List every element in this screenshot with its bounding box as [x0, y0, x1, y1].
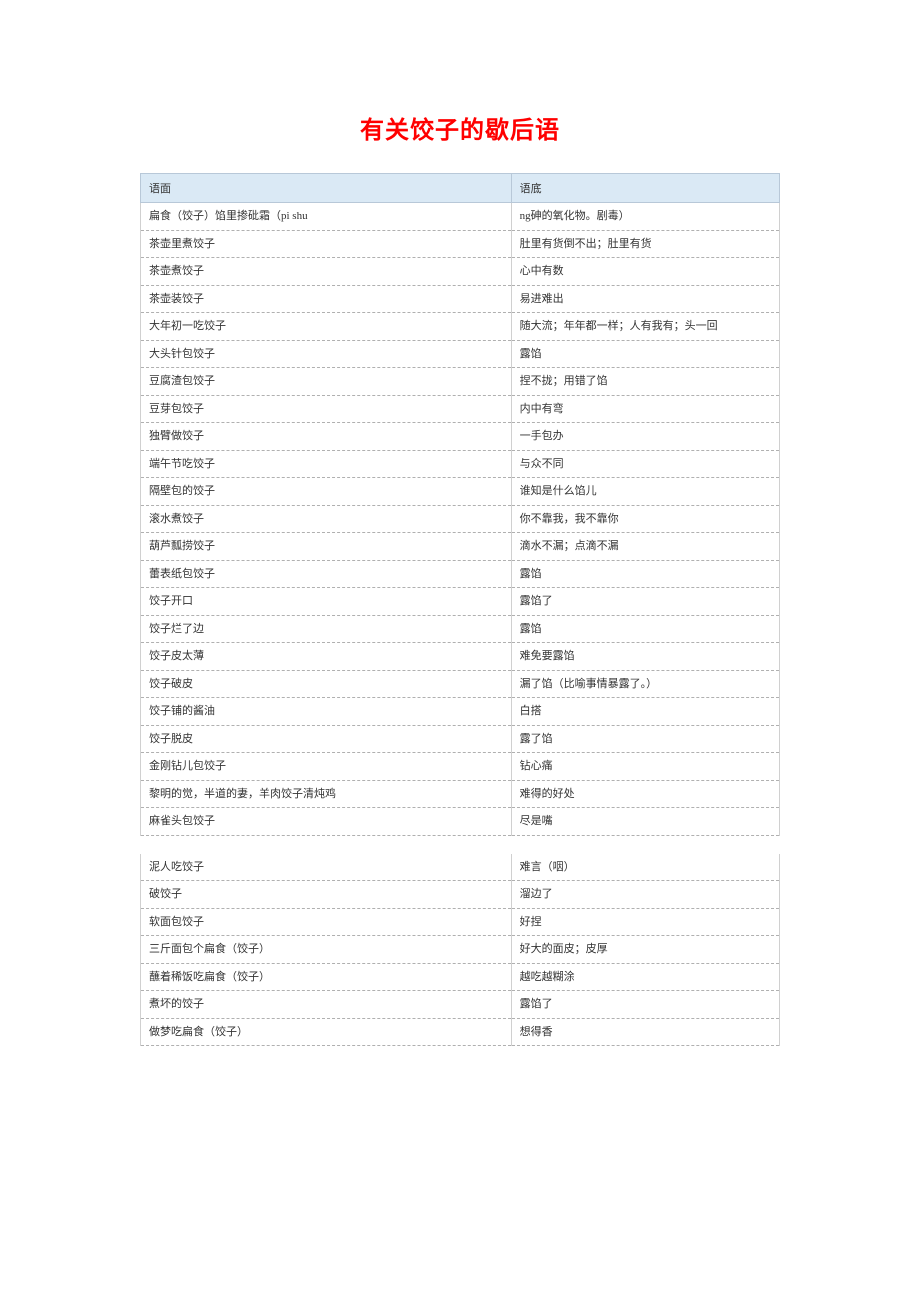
- cell-yudi: 露馅了: [511, 991, 779, 1019]
- page-container: 有关饺子的歇后语 语面 语底 扁食（饺子）馅里掺砒霜（pi shung砷的氧化物…: [0, 0, 920, 1046]
- table-row: 大头针包饺子露馅: [141, 340, 780, 368]
- cell-yudi: 谁知是什么馅儿: [511, 478, 779, 506]
- cell-yumian: 饺子破皮: [141, 670, 512, 698]
- cell-yumian: 做梦吃扁食（饺子）: [141, 1018, 512, 1046]
- cell-yudi: 尽是嘴: [511, 808, 779, 836]
- cell-yudi: 露馅: [511, 615, 779, 643]
- cell-yumian: 破饺子: [141, 881, 512, 909]
- cell-yudi: 难得的好处: [511, 780, 779, 808]
- cell-yudi: 随大流；年年都一样；人有我有；头一回: [511, 313, 779, 341]
- table-row: 大年初一吃饺子随大流；年年都一样；人有我有；头一回: [141, 313, 780, 341]
- table-row: 隔壁包的饺子谁知是什么馅儿: [141, 478, 780, 506]
- cell-yudi: 肚里有货倒不出；肚里有货: [511, 230, 779, 258]
- cell-yumian: 茶壶里煮饺子: [141, 230, 512, 258]
- cell-yumian: 大年初一吃饺子: [141, 313, 512, 341]
- table-row: 茶壶里煮饺子肚里有货倒不出；肚里有货: [141, 230, 780, 258]
- cell-yumian: 麻雀头包饺子: [141, 808, 512, 836]
- cell-yudi: 露馅了: [511, 588, 779, 616]
- cell-yumian: 黎明的觉，半道的妻，羊肉饺子清炖鸡: [141, 780, 512, 808]
- table-row: 饺子烂了边露馅: [141, 615, 780, 643]
- cell-yudi: 钻心痛: [511, 753, 779, 781]
- cell-yumian: 茶壶煮饺子: [141, 258, 512, 286]
- table-row: 蘸着稀饭吃扁食（饺子）越吃越糊涂: [141, 963, 780, 991]
- table-row: 豆芽包饺子内中有弯: [141, 395, 780, 423]
- table-row: 煮坏的饺子露馅了: [141, 991, 780, 1019]
- cell-yudi: 越吃越糊涂: [511, 963, 779, 991]
- table-row: 饺子皮太薄难免要露馅: [141, 643, 780, 671]
- cell-yumian: 蘸着稀饭吃扁食（饺子）: [141, 963, 512, 991]
- table-row: 独臂做饺子一手包办: [141, 423, 780, 451]
- cell-yumian: 扁食（饺子）馅里掺砒霜（pi shu: [141, 203, 512, 231]
- cell-yumian: 茶壶装饺子: [141, 285, 512, 313]
- cell-yudi: 好大的面皮；皮厚: [511, 936, 779, 964]
- page-title: 有关饺子的歇后语: [140, 110, 780, 145]
- table-row: 黎明的觉，半道的妻，羊肉饺子清炖鸡难得的好处: [141, 780, 780, 808]
- table-row: 做梦吃扁食（饺子）想得香: [141, 1018, 780, 1046]
- table-row: 滚水煮饺子你不靠我，我不靠你: [141, 505, 780, 533]
- table-row: 蕾表纸包饺子露馅: [141, 560, 780, 588]
- cell-yudi: 露了馅: [511, 725, 779, 753]
- cell-yumian: 葫芦瓢捞饺子: [141, 533, 512, 561]
- cell-yudi: 溜边了: [511, 881, 779, 909]
- cell-yumian: 饺子铺的酱油: [141, 698, 512, 726]
- cell-yumian: 滚水煮饺子: [141, 505, 512, 533]
- table-row: 泥人吃饺子难言（咽）: [141, 854, 780, 881]
- cell-yumian: 饺子开口: [141, 588, 512, 616]
- cell-yumian: 大头针包饺子: [141, 340, 512, 368]
- table-row: 豆腐渣包饺子捏不拢；用错了馅: [141, 368, 780, 396]
- table-row: 端午节吃饺子与众不同: [141, 450, 780, 478]
- cell-yudi: 滴水不漏；点滴不漏: [511, 533, 779, 561]
- cell-yudi: 白搭: [511, 698, 779, 726]
- table-header-row: 语面 语底: [141, 174, 780, 203]
- cell-yumian: 饺子烂了边: [141, 615, 512, 643]
- cell-yumian: 煮坏的饺子: [141, 991, 512, 1019]
- cell-yumian: 独臂做饺子: [141, 423, 512, 451]
- table-continued: 泥人吃饺子难言（咽）破饺子溜边了软面包饺子好捏三斤面包个扁食（饺子）好大的面皮；…: [140, 854, 780, 1047]
- cell-yumian: 豆芽包饺子: [141, 395, 512, 423]
- header-yudi: 语底: [511, 174, 779, 203]
- cell-yumian: 三斤面包个扁食（饺子）: [141, 936, 512, 964]
- cell-yudi: 捏不拢；用错了馅: [511, 368, 779, 396]
- cell-yumian: 饺子脱皮: [141, 725, 512, 753]
- cell-yudi: 一手包办: [511, 423, 779, 451]
- cell-yudi: 露馅: [511, 560, 779, 588]
- table-row: 三斤面包个扁食（饺子）好大的面皮；皮厚: [141, 936, 780, 964]
- cell-yumian: 端午节吃饺子: [141, 450, 512, 478]
- table-row: 扁食（饺子）馅里掺砒霜（pi shung砷的氧化物。剧毒）: [141, 203, 780, 231]
- cell-yudi: 易进难出: [511, 285, 779, 313]
- table-row: 金刚钻儿包饺子钻心痛: [141, 753, 780, 781]
- table-row: 葫芦瓢捞饺子滴水不漏；点滴不漏: [141, 533, 780, 561]
- cell-yudi: 内中有弯: [511, 395, 779, 423]
- cell-yumian: 蕾表纸包饺子: [141, 560, 512, 588]
- cell-yudi: 好捏: [511, 908, 779, 936]
- table-row: 茶壶装饺子易进难出: [141, 285, 780, 313]
- table-row: 饺子脱皮露了馅: [141, 725, 780, 753]
- cell-yudi: 难言（咽）: [511, 854, 779, 881]
- cell-yudi: ng砷的氧化物。剧毒）: [511, 203, 779, 231]
- cell-yudi: 想得香: [511, 1018, 779, 1046]
- cell-yudi: 与众不同: [511, 450, 779, 478]
- table-main: 语面 语底 扁食（饺子）馅里掺砒霜（pi shung砷的氧化物。剧毒）茶壶里煮饺…: [140, 173, 780, 836]
- cell-yumian: 金刚钻儿包饺子: [141, 753, 512, 781]
- table-row: 饺子破皮漏了馅（比喻事情暴露了。）: [141, 670, 780, 698]
- cell-yumian: 豆腐渣包饺子: [141, 368, 512, 396]
- cell-yudi: 难免要露馅: [511, 643, 779, 671]
- table-row: 饺子铺的酱油白搭: [141, 698, 780, 726]
- cell-yumian: 隔壁包的饺子: [141, 478, 512, 506]
- table-row: 茶壶煮饺子心中有数: [141, 258, 780, 286]
- cell-yudi: 漏了馅（比喻事情暴露了。）: [511, 670, 779, 698]
- cell-yumian: 泥人吃饺子: [141, 854, 512, 881]
- table-row: 软面包饺子好捏: [141, 908, 780, 936]
- table-row: 破饺子溜边了: [141, 881, 780, 909]
- header-yumian: 语面: [141, 174, 512, 203]
- cell-yudi: 心中有数: [511, 258, 779, 286]
- cell-yudi: 你不靠我，我不靠你: [511, 505, 779, 533]
- cell-yumian: 软面包饺子: [141, 908, 512, 936]
- table-row: 麻雀头包饺子尽是嘴: [141, 808, 780, 836]
- cell-yudi: 露馅: [511, 340, 779, 368]
- table-row: 饺子开口露馅了: [141, 588, 780, 616]
- cell-yumian: 饺子皮太薄: [141, 643, 512, 671]
